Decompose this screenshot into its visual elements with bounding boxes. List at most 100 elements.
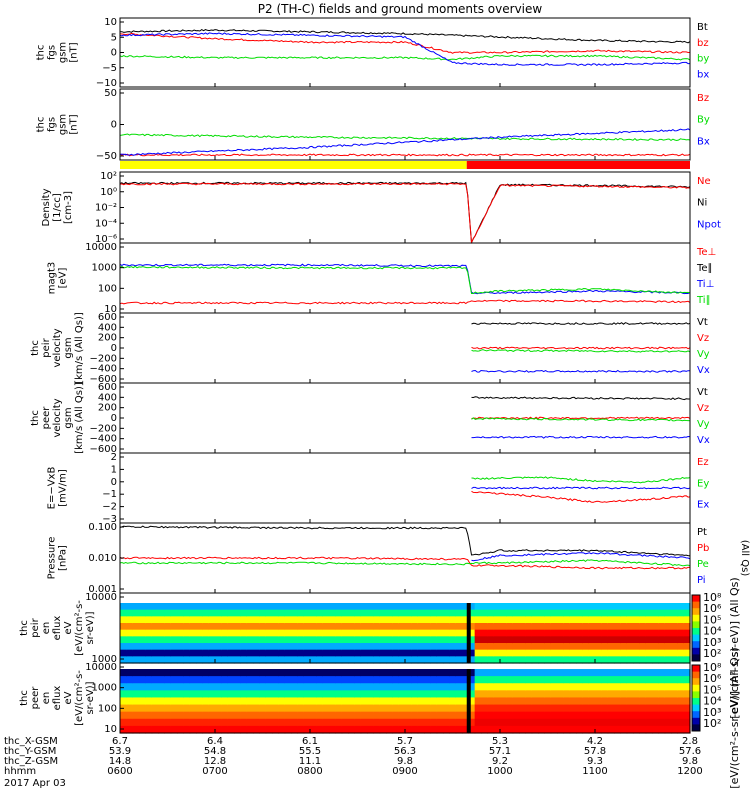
spectrogram-cell [658,718,666,727]
spectrogram-cell [544,676,552,684]
spectrogram-cell [297,643,305,651]
spectrogram-cell [170,676,178,684]
spectrogram-cell [601,690,609,699]
spectrogram-cell [170,725,178,734]
ephemeris-value: 9.3 [587,756,603,767]
spectrogram-cell [291,616,298,624]
spectrogram-cell [158,649,165,657]
spectrogram-cell [132,725,140,734]
spectrogram-cell [132,616,140,624]
spectrogram-cell [595,649,602,657]
spectrogram-cell [582,609,590,617]
spectrogram-cell [208,725,216,734]
spectrogram-cell [500,697,507,706]
spectrogram-cell [177,697,184,706]
spectrogram-cell [297,603,305,611]
spectrogram-cell [196,636,203,644]
spectrogram-cell [658,697,666,706]
spectrogram-cell [272,683,279,691]
spectrogram-cell [265,603,273,611]
spectrogram-cell [360,683,368,691]
legend-Pt: Pt [697,527,707,538]
spectrogram-cell [291,725,298,734]
spectrogram-cell [569,697,577,706]
spectrogram-cell [671,683,678,691]
spectrogram-cell [462,704,469,713]
y-tick-label: 50 [104,88,117,99]
spectrogram-cell [329,704,336,713]
spectrogram-cell [525,697,533,706]
spectrogram-cell [500,676,507,684]
spectrogram-cell [531,656,539,664]
spectrogram-cell [493,636,501,644]
spectrogram-cell [601,711,609,720]
spectrogram-cell [341,718,349,727]
spectrogram-cell [329,649,336,657]
spectrogram-cell [595,603,602,611]
spectrogram-cell [525,704,533,713]
spectrogram-cell [664,669,672,677]
spectrogram-cell [677,676,685,684]
spectrogram-cell [417,690,425,699]
spectrogram-cell [569,636,577,644]
spectrogram-cell [139,690,146,699]
spectrogram-cell [373,697,381,706]
spectrogram-cell [645,616,653,624]
spectrogram-cell [525,725,533,734]
spectrogram-cell [208,649,216,657]
spectrogram-cell [284,704,292,713]
spectrogram-cell [221,697,229,706]
spectrogram-cell [481,704,488,713]
spectrogram-cell [177,711,184,720]
spectrogram-cell [316,711,324,720]
spectrogram-cell [487,643,495,651]
spectrogram-cell [322,718,330,727]
spectrogram-cell [531,683,539,691]
spectrogram-cell [614,623,621,631]
spectrogram-cell [633,711,640,720]
spectrogram-cell [633,609,640,617]
spectrogram-cell [335,629,343,637]
spectrogram-cell [405,711,412,720]
spectrogram-cell [544,609,552,617]
spectrogram-cell [639,609,647,617]
spectrogram-cell [322,623,330,631]
series-line-Vx [471,435,691,439]
spectrogram-cell [417,616,425,624]
spectrogram-cell [373,711,381,720]
spectrogram-cell [335,636,343,644]
spectrogram-cell [449,690,457,699]
spectrogram-cell [170,643,178,651]
spectrogram-cell [177,609,184,617]
spectrogram-cell [569,656,577,664]
spectrogram-cell [379,725,387,734]
spectrogram-cell [234,669,241,677]
spectrogram-cell [164,676,172,684]
spectrogram-cell [322,649,330,657]
spectrogram-cell [240,629,248,637]
spectrogram-cell [291,629,298,637]
spectrogram-cell [563,676,571,684]
y-axis-label: [km/s (All Qs)] [74,382,85,454]
spectrogram-cell [183,690,191,699]
spectrogram-cell [639,656,647,664]
spectrogram-cell [246,636,254,644]
spectrogram-cell [639,636,647,644]
spectrogram-cell [132,603,140,611]
spectrogram-cell [487,718,495,727]
spectrogram-cell [405,704,412,713]
spectrogram-cell [196,616,203,624]
spectrogram-cell [373,718,381,727]
spectrogram-cell [259,643,267,651]
spectrogram-cell [500,643,507,651]
spectrogram-cell [683,725,691,734]
spectrogram-cell [506,643,514,651]
series-line-Vy [471,417,691,422]
y-axis-label: eflux [52,616,63,641]
spectrogram-cell [234,718,241,727]
spectrogram-cell [329,669,336,677]
spectrogram-cell [196,704,203,713]
spectrogram-cell [310,704,317,713]
colorbar-label: [eV/(cm²-s-sr-eV)] (All Qs) [728,647,741,788]
